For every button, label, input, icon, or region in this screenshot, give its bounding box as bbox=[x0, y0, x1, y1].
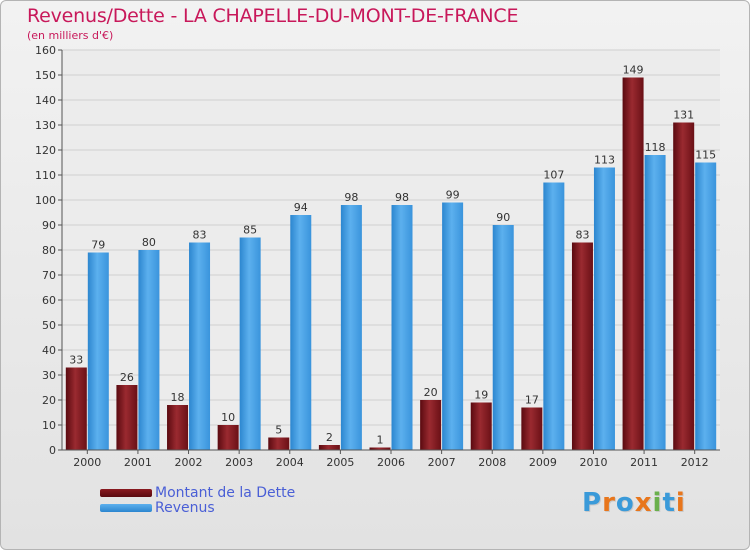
bar-dette-2003 bbox=[217, 425, 239, 450]
data-label-dette-2000: 33 bbox=[69, 354, 83, 367]
x-tick-label: 2011 bbox=[630, 456, 658, 469]
y-tick-label: 150 bbox=[35, 69, 56, 82]
y-tick-label: 60 bbox=[42, 294, 56, 307]
x-axis: 2000 2001 2002 2003 2004 2005 2006 2007 2008 2009… bbox=[62, 449, 720, 469]
x-tick-label: 2008 bbox=[478, 456, 506, 469]
legend-label-revenus: Revenus bbox=[155, 500, 215, 516]
bar-revenus-2006 bbox=[391, 205, 413, 450]
data-label-revenus-2004: 94 bbox=[294, 201, 308, 214]
y-tick-label: 40 bbox=[42, 344, 56, 357]
x-tick-label: 2012 bbox=[681, 456, 709, 469]
data-label-dette-2001: 26 bbox=[120, 371, 134, 384]
x-tick-label: 2004 bbox=[276, 456, 304, 469]
bar-revenus-2008 bbox=[492, 225, 514, 450]
bar-dette-2009 bbox=[521, 407, 543, 450]
bar-dette-2002 bbox=[167, 405, 189, 450]
y-tick-label: 80 bbox=[42, 244, 56, 257]
bars: 33 79 26 80 18 83 10 85 5 94 2 98 1 98 20 99 19 90 17 107 83… bbox=[65, 64, 717, 450]
data-label-revenus-2001: 80 bbox=[142, 236, 156, 249]
y-tick-label: 160 bbox=[35, 44, 56, 57]
y-tick-label: 100 bbox=[35, 194, 56, 207]
data-label-dette-2004: 5 bbox=[275, 424, 282, 437]
data-label-dette-2012: 131 bbox=[673, 109, 694, 122]
bar-dette-2004 bbox=[268, 437, 290, 450]
data-label-revenus-2010: 113 bbox=[594, 154, 615, 167]
data-label-dette-2010: 83 bbox=[575, 229, 589, 242]
x-tick-label: 2002 bbox=[175, 456, 203, 469]
data-label-revenus-2000: 79 bbox=[91, 239, 105, 252]
bar-revenus-2011 bbox=[644, 155, 666, 450]
bar-revenus-2009 bbox=[543, 182, 565, 450]
x-tick-label: 2005 bbox=[326, 456, 354, 469]
bar-dette-2010 bbox=[571, 242, 593, 450]
data-label-dette-2011: 149 bbox=[623, 64, 644, 77]
data-label-revenus-2003: 85 bbox=[243, 224, 257, 237]
data-label-dette-2009: 17 bbox=[525, 394, 539, 407]
bar-revenus-2007 bbox=[442, 202, 464, 450]
chart-subtitle: (en milliers d'€) bbox=[27, 29, 114, 42]
bar-revenus-2001 bbox=[138, 250, 160, 450]
y-tick-label: 10 bbox=[42, 419, 56, 432]
legend-swatch-dette bbox=[100, 489, 152, 497]
proxiti-logo: Proxiti bbox=[582, 488, 686, 518]
bar-revenus-2010 bbox=[593, 167, 615, 450]
legend-swatch-revenus bbox=[100, 504, 152, 512]
data-label-revenus-2011: 118 bbox=[645, 141, 666, 154]
y-tick-label: 50 bbox=[42, 319, 56, 332]
bar-dette-2007 bbox=[420, 400, 442, 450]
data-label-revenus-2005: 98 bbox=[344, 191, 358, 204]
data-label-dette-2005: 2 bbox=[326, 431, 333, 444]
x-tick-label: 2007 bbox=[428, 456, 456, 469]
bar-revenus-2003 bbox=[239, 237, 261, 450]
y-axis: 0 10 20 30 40 50 60 70 80 90 100 110 120 130 140 150 160 bbox=[35, 44, 63, 457]
bar-dette-2000 bbox=[65, 367, 87, 450]
x-tick-label: 2009 bbox=[529, 456, 557, 469]
data-label-revenus-2006: 98 bbox=[395, 191, 409, 204]
data-label-revenus-2002: 83 bbox=[193, 229, 207, 242]
bar-revenus-2004 bbox=[290, 215, 312, 450]
bar-revenus-2000 bbox=[87, 252, 109, 450]
x-tick-label: 2010 bbox=[579, 456, 607, 469]
bar-revenus-2002 bbox=[189, 242, 211, 450]
y-tick-label: 20 bbox=[42, 394, 56, 407]
x-tick-label: 2003 bbox=[225, 456, 253, 469]
y-tick-label: 130 bbox=[35, 119, 56, 132]
grid-lines bbox=[62, 49, 720, 451]
y-tick-label: 110 bbox=[35, 169, 56, 182]
bar-revenus-2005 bbox=[340, 205, 362, 450]
data-label-dette-2008: 19 bbox=[474, 389, 488, 402]
data-label-dette-2006: 1 bbox=[377, 434, 384, 447]
y-tick-label: 90 bbox=[42, 219, 56, 232]
bar-dette-2011 bbox=[622, 77, 644, 450]
y-tick-label: 70 bbox=[42, 269, 56, 282]
bar-dette-2006 bbox=[369, 447, 391, 450]
data-label-dette-2007: 20 bbox=[424, 386, 438, 399]
data-label-dette-2002: 18 bbox=[171, 391, 185, 404]
data-label-revenus-2009: 107 bbox=[543, 169, 564, 182]
y-tick-label: 140 bbox=[35, 94, 56, 107]
bar-dette-2001 bbox=[116, 385, 138, 450]
data-label-dette-2003: 10 bbox=[221, 411, 235, 424]
y-tick-label: 120 bbox=[35, 144, 56, 157]
bar-dette-2012 bbox=[673, 122, 695, 450]
data-label-revenus-2012: 115 bbox=[695, 149, 716, 162]
y-tick-label: 30 bbox=[42, 369, 56, 382]
chart-title: Revenus/Dette - LA CHAPELLE-DU-MONT-DE-F… bbox=[27, 5, 519, 27]
data-label-revenus-2007: 99 bbox=[446, 189, 460, 202]
data-label-revenus-2008: 90 bbox=[496, 211, 510, 224]
bar-dette-2005 bbox=[318, 445, 340, 450]
x-tick-label: 2001 bbox=[124, 456, 152, 469]
bar-revenus-2012 bbox=[695, 162, 717, 450]
y-tick-label: 0 bbox=[49, 444, 56, 457]
legend-label-dette: Montant de la Dette bbox=[155, 485, 296, 501]
x-tick-label: 2006 bbox=[377, 456, 405, 469]
bar-dette-2008 bbox=[470, 402, 492, 450]
x-tick-label: 2000 bbox=[73, 456, 101, 469]
